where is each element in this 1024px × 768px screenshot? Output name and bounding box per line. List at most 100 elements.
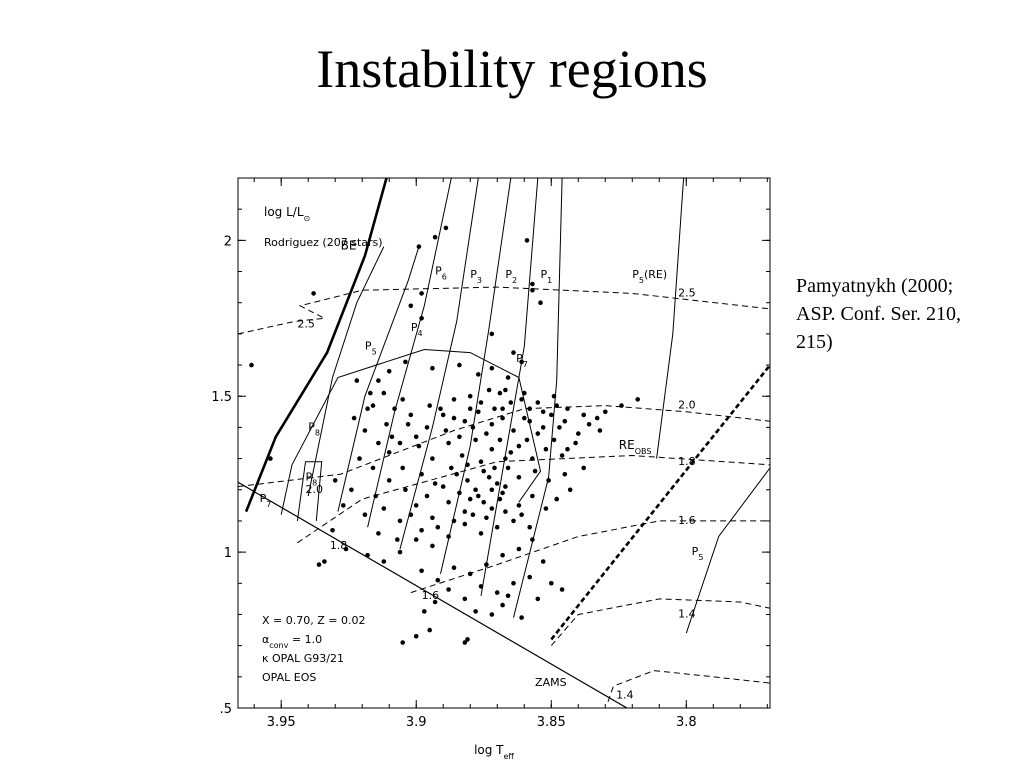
star-point [408, 303, 414, 309]
star-point [419, 568, 424, 574]
star-point [527, 418, 532, 424]
star-point [446, 440, 451, 446]
star-point [470, 512, 476, 517]
star-point [440, 412, 446, 418]
star-point [567, 487, 573, 493]
star-point [451, 415, 457, 421]
star-point [330, 528, 335, 533]
star-point [473, 437, 478, 443]
star-point [405, 422, 411, 427]
star-point [494, 481, 500, 486]
y-tick-label: 1.5 [211, 390, 232, 405]
star-point [419, 291, 424, 296]
star-point [416, 244, 422, 249]
star-point [503, 509, 508, 514]
star-point [500, 415, 505, 421]
star-point [635, 397, 640, 402]
red-edge-low-label: P5 [692, 545, 704, 562]
star-point [470, 425, 476, 430]
y-tick-label: 1 [224, 546, 232, 561]
model-note: X = 0.70, Z = 0.02 [262, 614, 365, 627]
mode-loop-label: P7 [516, 352, 528, 369]
star-point [503, 387, 508, 393]
star-point [454, 471, 459, 477]
model-note: κ OPAL G93/21 [262, 652, 344, 665]
star-point [481, 468, 487, 474]
star-point [492, 406, 497, 411]
star-point [524, 238, 530, 243]
star-point [497, 496, 503, 502]
star-point [549, 412, 554, 418]
mode-edge-line [513, 178, 563, 618]
star-point [508, 400, 514, 405]
star-point [419, 316, 424, 321]
star-point [476, 493, 481, 499]
star-point [403, 359, 408, 365]
star-point [430, 543, 435, 549]
star-point [373, 493, 378, 499]
star-point [484, 431, 489, 436]
citation-text: Pamyatnykh (2000; ASP. Conf. Ser. 210, 2… [796, 275, 962, 353]
star-point [489, 365, 495, 371]
star-points [249, 225, 640, 645]
axis-ticks: 3.95 3.9 3.85 3.821.51.5 [211, 178, 770, 730]
model-note: OPAL EOS [262, 671, 316, 684]
star-point [465, 637, 470, 642]
dataset-label: Rodriguez (207 stars) [264, 236, 383, 249]
star-point [519, 512, 524, 517]
star-point [432, 481, 438, 486]
star-point [516, 475, 522, 480]
mode-edge-line [337, 246, 420, 512]
star-point [505, 375, 511, 380]
star-point [562, 471, 568, 477]
star-point [446, 587, 451, 592]
star-point [462, 418, 468, 424]
star-point [467, 496, 473, 502]
star-point [332, 478, 338, 483]
plot-frame [237, 177, 771, 709]
star-point [522, 390, 527, 396]
star-point [311, 291, 316, 296]
star-point [384, 422, 389, 427]
chart-labels: log L/L⊙ Rodriguez (207 stars) log Teff X =… [260, 205, 704, 761]
star-point [519, 397, 524, 402]
star-point [438, 406, 443, 411]
star-point [481, 499, 487, 505]
star-point [435, 524, 441, 530]
star-point [511, 350, 516, 355]
star-point [497, 437, 503, 443]
star-point [419, 528, 424, 533]
star-point [376, 440, 381, 446]
mode-edge-label: P8 [308, 421, 320, 438]
star-point [619, 403, 624, 408]
star-point [457, 490, 462, 496]
star-point [392, 406, 397, 411]
track-mass-label: 1.6 [678, 514, 696, 527]
model-note: αconv = 1.0 [262, 633, 322, 650]
star-point [370, 403, 376, 408]
star-point [249, 362, 254, 368]
star-point [557, 425, 562, 430]
star-point [576, 431, 581, 436]
star-point [494, 590, 500, 595]
star-point [365, 552, 370, 558]
star-point [316, 562, 322, 567]
mode-edge-label: P2 [505, 268, 517, 285]
star-point [462, 521, 468, 527]
mode-edge-label: P5 [365, 339, 377, 356]
mode-edge-line [480, 178, 539, 596]
theoretical-red-edge-line [656, 178, 685, 459]
star-point [432, 234, 438, 240]
star-point [581, 465, 586, 471]
star-point [486, 387, 492, 393]
star-point [427, 403, 432, 408]
star-point [530, 456, 535, 461]
plot-border [237, 177, 771, 709]
evolutionary-track [550, 598, 770, 646]
blue-edge-line [244, 178, 388, 513]
x-tick-label: 3.95 [267, 715, 296, 730]
mode-edge-line [440, 178, 512, 575]
star-point [540, 559, 546, 564]
hr-diagram-chart: 3.95 3.9 3.85 3.821.51.5 log L/L⊙Rodriguez … [211, 177, 771, 761]
track-mass-label: 2.0 [306, 483, 324, 496]
